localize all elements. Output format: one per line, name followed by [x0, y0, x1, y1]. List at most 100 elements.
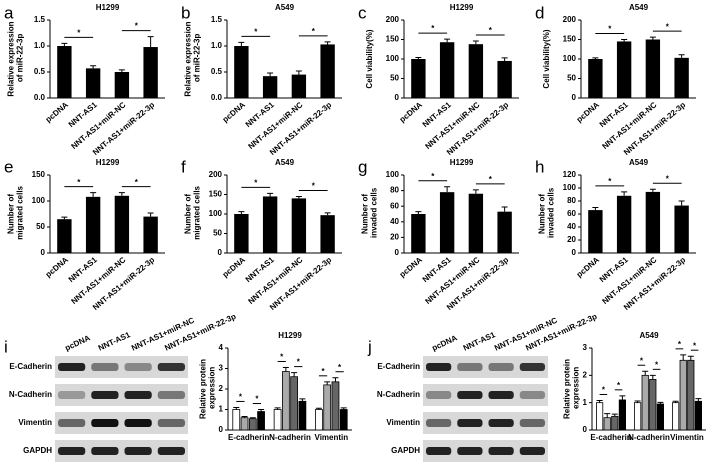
- bar: [616, 41, 632, 98]
- error-bar: [657, 401, 664, 405]
- y-tick-label: 2: [219, 384, 224, 393]
- error-bar: [592, 207, 599, 211]
- blot-band: [519, 363, 545, 371]
- blot-band: [519, 447, 545, 455]
- error-bar: [444, 38, 451, 43]
- bar: [645, 191, 661, 253]
- y-tick-label: 100: [32, 196, 46, 205]
- y-tick-label: 0: [572, 248, 577, 257]
- blot-band: [124, 447, 152, 455]
- panel-letter: j: [367, 337, 372, 356]
- blot-band: [124, 391, 152, 399]
- blot-band: [488, 363, 514, 371]
- error-bar: [315, 407, 322, 410]
- significance-label: *: [617, 381, 621, 390]
- row-label: E-Cadherin: [377, 362, 420, 371]
- chart-title: A549: [275, 158, 295, 167]
- row-label: N-Cadherin: [9, 390, 52, 399]
- error-bar: [472, 40, 479, 45]
- lane-label: NNT-AS1: [97, 330, 132, 353]
- error-bar: [299, 398, 306, 402]
- significance-label: *: [678, 340, 682, 349]
- blot-band: [519, 419, 545, 427]
- x-tick-label: pcDNA: [221, 255, 247, 279]
- y-tick-label: 1.0: [34, 41, 46, 50]
- error-bar: [61, 42, 68, 46]
- significance-label: *: [254, 27, 258, 36]
- x-tick-label: pcDNA: [44, 255, 70, 279]
- significance-label: *: [77, 178, 81, 187]
- blot-band: [157, 391, 185, 399]
- bar: [234, 214, 249, 253]
- bar: [331, 381, 340, 431]
- bar: [694, 400, 702, 431]
- bar: [468, 44, 484, 98]
- error-bar: [634, 400, 641, 403]
- error-bar: [267, 192, 274, 197]
- y-tick-label: 50: [213, 229, 222, 238]
- y-tick-label: 1: [219, 405, 224, 414]
- lane-label: NNT-AS1: [462, 330, 497, 353]
- y-tick-label: 100: [386, 170, 400, 179]
- bar: [57, 219, 72, 253]
- significance-label: *: [135, 178, 139, 187]
- blot-strip: [423, 412, 548, 434]
- bar: [232, 409, 241, 431]
- y-tick-label: 40: [567, 222, 576, 231]
- row-label: GAPDH: [391, 446, 420, 455]
- error-bar: [90, 192, 97, 197]
- y-tick-label: 100: [386, 54, 400, 63]
- chart-title: A549: [629, 3, 649, 12]
- blot-band: [426, 391, 452, 399]
- bar: [339, 409, 348, 431]
- panel-letter: i: [4, 337, 8, 356]
- y-tick-label: 0: [395, 93, 400, 102]
- y-tick-label: 150: [32, 170, 46, 179]
- y-tick-label: 0: [41, 248, 46, 257]
- error-bar: [415, 211, 422, 214]
- significance-label: *: [77, 29, 81, 38]
- bar: [634, 402, 642, 431]
- chart-title: A549: [629, 158, 649, 167]
- error-bar: [592, 57, 599, 59]
- error-bar: [501, 57, 508, 61]
- panel-letter: f: [181, 157, 186, 176]
- y-tick-label: 50: [36, 222, 45, 231]
- y-tick-label: 50: [390, 74, 399, 83]
- bar: [497, 60, 512, 98]
- y-tick-label: 150: [209, 190, 223, 199]
- row-label: Vimentin: [386, 418, 420, 427]
- blot-strip: [55, 412, 188, 434]
- x-tick-label: Vimentin: [670, 433, 704, 442]
- error-bar: [61, 216, 68, 220]
- significance-label: *: [239, 393, 243, 402]
- bar: [114, 195, 130, 253]
- bar: [439, 42, 455, 98]
- blot-band: [58, 391, 86, 399]
- bar: [679, 359, 687, 431]
- blot-band: [157, 419, 185, 427]
- error-bar: [649, 374, 656, 380]
- y-axis-label: Number of invaded cells: [538, 187, 556, 240]
- error-bar: [324, 41, 331, 45]
- panel-letter: d: [535, 3, 544, 22]
- y-tick-label: 0: [395, 248, 400, 257]
- x-tick-label: pcDNA: [575, 255, 601, 279]
- error-bar: [118, 192, 125, 196]
- significance-label: *: [602, 386, 606, 395]
- y-tick-label: 200: [209, 170, 223, 179]
- y-axis-label: Relative protein expression: [199, 359, 217, 419]
- blot-band: [457, 419, 483, 427]
- bar: [672, 402, 680, 431]
- error-bar: [642, 370, 649, 376]
- y-tick-label: 40: [390, 217, 399, 226]
- y-axis-label: Cell viability(%): [542, 29, 551, 88]
- bar: [291, 74, 307, 98]
- y-tick-label: 1.5: [34, 15, 46, 24]
- y-tick-label: 0: [218, 248, 223, 257]
- y-tick-label: 100: [563, 54, 577, 63]
- blot-band: [58, 419, 86, 427]
- blot-strip: [423, 440, 548, 462]
- x-tick-label: Vimentin: [315, 433, 349, 442]
- bar: [656, 403, 664, 431]
